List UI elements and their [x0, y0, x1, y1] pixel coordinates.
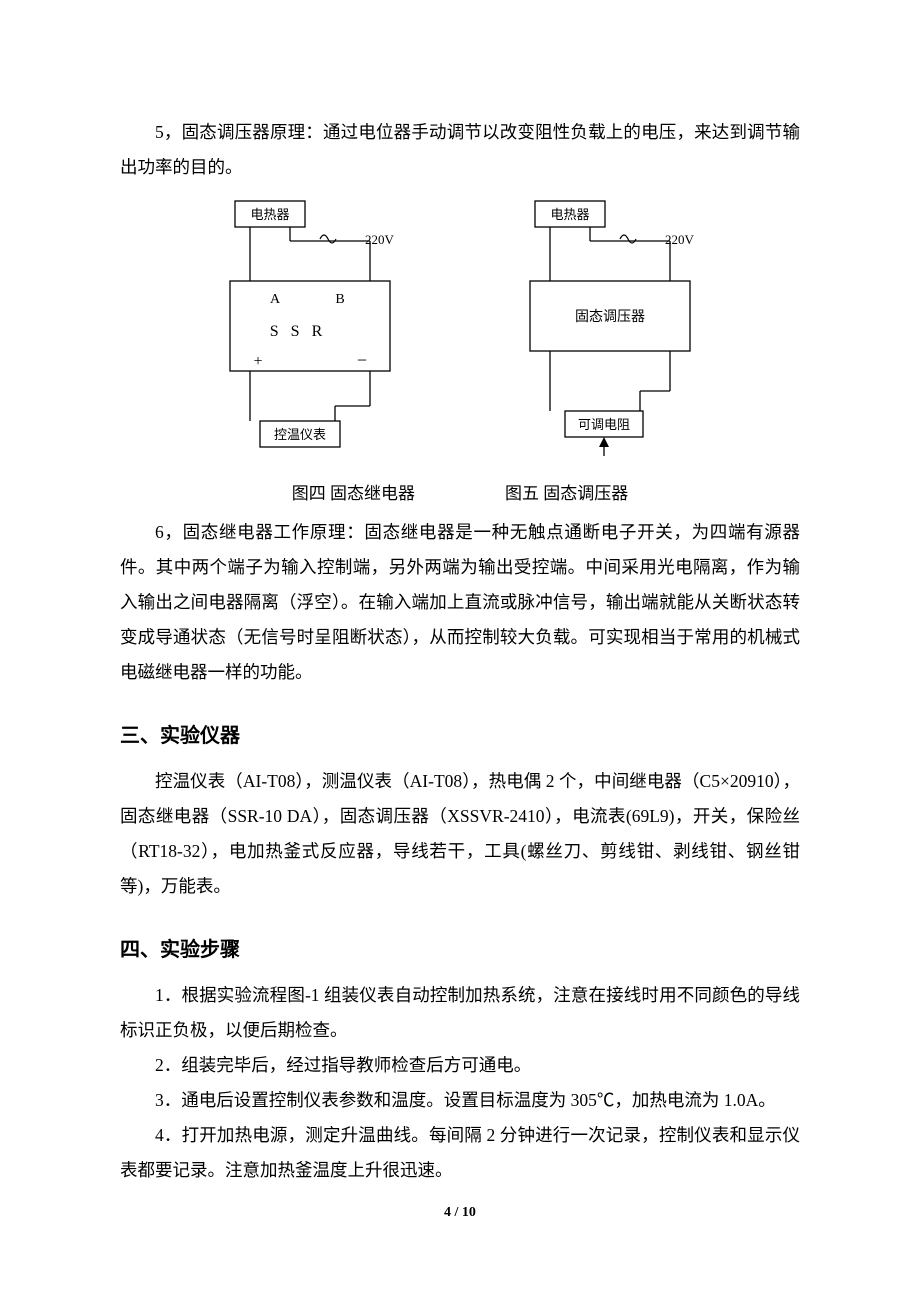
- t-l-minus: −: [357, 350, 367, 370]
- diagram-ssr: 电热器 220V A B S S R + − 控温: [190, 191, 430, 473]
- t-r-bottom: 可调电阻: [578, 417, 630, 432]
- page-footer: 4 / 10: [0, 1199, 920, 1227]
- t-r-220v: 220V: [665, 232, 695, 247]
- t-l-220v: 220V: [365, 232, 395, 247]
- section-3-heading: 三、实验仪器: [120, 716, 800, 756]
- step-1: 1．根据实验流程图-1 组装仪表自动控制加热系统，注意在接线时用不同颜色的导线标…: [120, 978, 800, 1048]
- t-l-bottom: 控温仪表: [274, 427, 326, 442]
- t-r-center: 固态调压器: [575, 309, 645, 325]
- step-2: 2．组装完毕后，经过指导教师检查后方可通电。: [120, 1048, 800, 1083]
- t-l-plus: +: [253, 353, 262, 370]
- diagram-row: 电热器 220V A B S S R + − 控温: [120, 191, 800, 473]
- t-l-a: A: [270, 292, 281, 307]
- t-r-top: 电热器: [550, 207, 589, 222]
- caption-right: 图五 固态调压器: [505, 477, 628, 511]
- step-3: 3．通电后设置控制仪表参数和温度。设置目标温度为 305℃，加热电流为 1.0A…: [120, 1083, 800, 1118]
- para-6: 6，固态继电器工作原理：固态继电器是一种无触点通断电子开关，为四端有源器件。其中…: [120, 515, 800, 690]
- t-l-top: 电热器: [250, 207, 289, 222]
- para-5: 5，固态调压器原理：通过电位器手动调节以改变阻性负载上的电压，来达到调节输出功率…: [120, 115, 800, 185]
- t-l-b: B: [335, 292, 344, 307]
- caption-left: 图四 固态继电器: [292, 477, 415, 511]
- step-4: 4．打开加热电源，测定升温曲线。每间隔 2 分钟进行一次记录，控制仪表和显示仪表…: [120, 1118, 800, 1188]
- diagram-captions: 图四 固态继电器 图五 固态调压器: [120, 477, 800, 511]
- t-l-ssr: S S R: [270, 323, 326, 340]
- diagram-regulator: 电热器 220V 固态调压器 可调电阻: [490, 191, 730, 473]
- para-instruments: 控温仪表（AI-T08），测温仪表（AI-T08），热电偶 2 个，中间继电器（…: [120, 764, 800, 904]
- section-4-heading: 四、实验步骤: [120, 930, 800, 970]
